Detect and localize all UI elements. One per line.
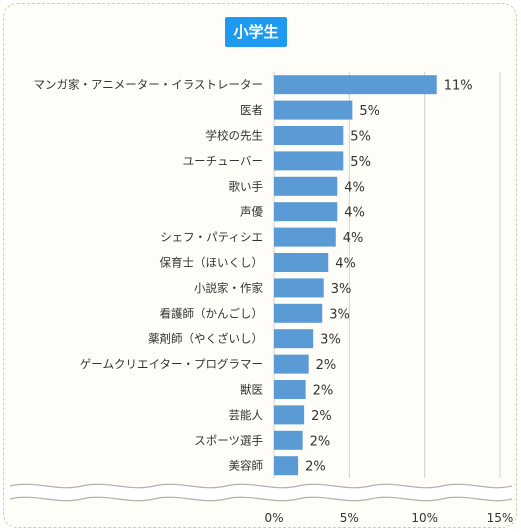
value-label-10: 3%	[320, 333, 341, 348]
bar-5	[274, 202, 338, 222]
axis-break	[9, 483, 513, 502]
bar-2	[274, 126, 344, 145]
category-label-15: 美容師	[229, 459, 264, 473]
tick-label-0: 0%	[264, 511, 283, 525]
tick-labels: 0% 5% 10% 15%	[264, 511, 513, 525]
bar-12	[274, 380, 306, 399]
bar-14	[274, 430, 303, 450]
tick-label-2: 10%	[411, 511, 438, 525]
value-label-13: 2%	[311, 409, 332, 424]
category-label-11: ゲームクリエイター・プログラマー	[80, 357, 263, 371]
value-label-2: 5%	[350, 130, 371, 145]
bar-0	[274, 75, 437, 95]
bar-10	[274, 329, 314, 349]
category-label-10: 薬剤師（やくざいし）	[148, 332, 263, 346]
category-label-4: 歌い手	[229, 179, 264, 193]
bar-15	[274, 456, 299, 476]
value-label-8: 3%	[331, 282, 352, 297]
category-label-7: 保育士（ほいくし）	[160, 256, 264, 270]
tick-label-1: 5%	[340, 511, 359, 525]
category-label-0: マンガ家・アニメーター・イラストレーター	[33, 78, 263, 92]
value-label-9: 3%	[329, 307, 350, 322]
category-label-2: 学校の先生	[206, 129, 264, 143]
bar-9	[274, 303, 323, 323]
category-label-6: シェフ・パティシエ	[160, 230, 263, 244]
bar-4	[274, 176, 338, 196]
bar-6	[274, 227, 336, 247]
value-label-14: 2%	[310, 434, 331, 449]
value-label-7: 4%	[335, 257, 356, 272]
category-label-14: スポーツ選手	[194, 433, 263, 447]
category-label-12: 獣医	[240, 383, 263, 397]
value-label-12: 2%	[313, 384, 334, 399]
tick-label-3: 15%	[487, 511, 514, 525]
value-label-5: 4%	[344, 206, 365, 221]
bar-8	[274, 278, 324, 298]
value-label-1: 5%	[359, 104, 380, 119]
category-label-8: 小説家・作家	[194, 281, 263, 295]
bar-1	[274, 100, 353, 120]
bar-3	[274, 151, 344, 171]
value-label-15: 2%	[305, 460, 326, 475]
bar-13	[274, 405, 305, 425]
category-label-5: 声優	[240, 205, 263, 219]
value-label-3: 5%	[350, 155, 371, 170]
value-label-11: 2%	[316, 358, 337, 373]
category-label-9: 看護師（かんごし）	[160, 306, 264, 320]
category-labels: マンガ家・アニメーター・イラストレーター医者学校の先生ユーチューバー歌い手声優シ…	[33, 78, 263, 473]
category-label-1: 医者	[240, 103, 263, 117]
value-label-6: 4%	[343, 231, 364, 246]
value-label-0: 11%	[444, 79, 473, 94]
axis-break-gap	[8, 486, 514, 499]
bar-11	[274, 354, 309, 374]
category-label-3: ユーチューバー	[183, 154, 263, 168]
bar-7	[274, 253, 329, 272]
bars	[274, 75, 437, 476]
category-label-13: 芸能人	[229, 408, 264, 422]
value-labels: 11% 5% 5% 5% 4% 4% 4% 4% 3% 3% 3% 2% 2% 2% 2% 2%	[305, 79, 473, 475]
chart-title: 小学生	[225, 17, 287, 47]
value-label-4: 4%	[344, 180, 365, 195]
